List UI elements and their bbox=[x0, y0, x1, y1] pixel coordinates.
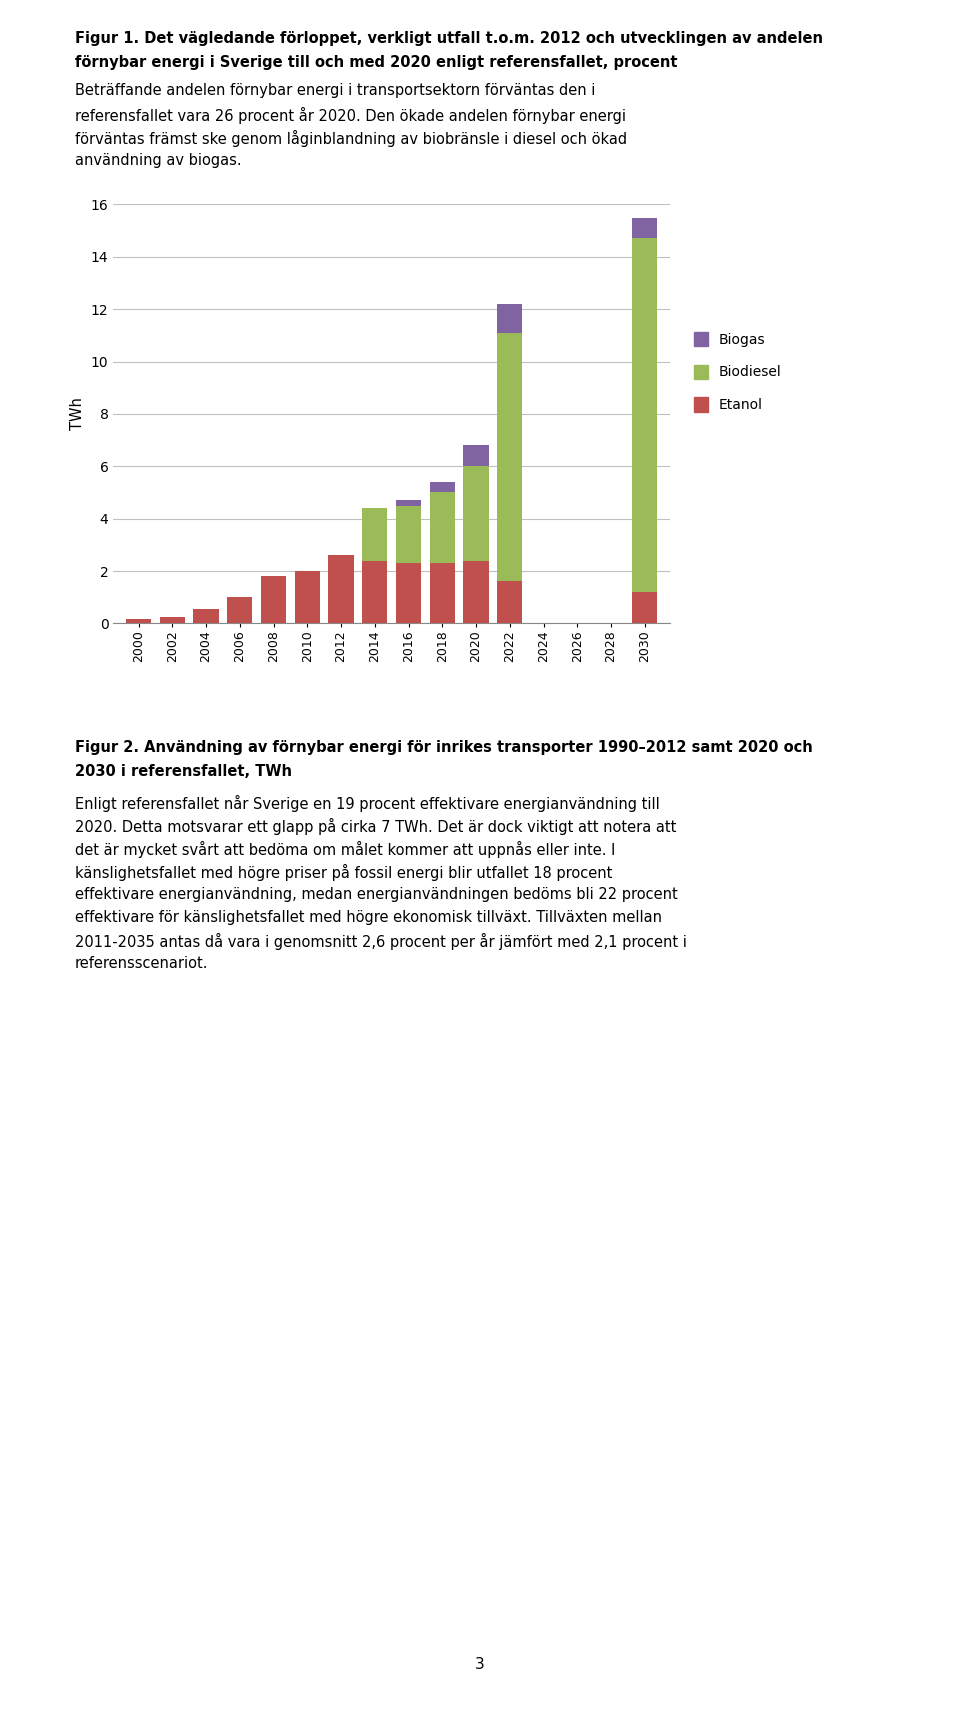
Bar bbox=[632, 592, 658, 624]
Bar bbox=[396, 501, 421, 506]
Bar bbox=[430, 563, 455, 624]
Bar bbox=[362, 508, 388, 561]
Bar bbox=[464, 561, 489, 624]
Bar bbox=[396, 563, 421, 624]
Bar bbox=[632, 238, 658, 592]
Bar bbox=[464, 445, 489, 467]
Bar bbox=[632, 217, 658, 238]
Bar bbox=[497, 581, 522, 624]
Bar bbox=[193, 609, 219, 624]
Legend: Biogas, Biodiesel, Etanol: Biogas, Biodiesel, Etanol bbox=[694, 332, 781, 412]
Text: förväntas främst ske genom låginblandning av biobränsle i diesel och ökad: förväntas främst ske genom låginblandnin… bbox=[75, 130, 627, 147]
Text: känslighetsfallet med högre priser på fossil energi blir utfallet 18 procent: känslighetsfallet med högre priser på fo… bbox=[75, 864, 612, 881]
Text: Figur 2. Användning av förnybar energi för inrikes transporter 1990–2012 samt 20: Figur 2. Användning av förnybar energi f… bbox=[75, 740, 812, 754]
Text: 2020. Detta motsvarar ett glapp på cirka 7 TWh. Det är dock viktigt att notera a: 2020. Detta motsvarar ett glapp på cirka… bbox=[75, 817, 676, 834]
Bar bbox=[362, 561, 388, 624]
Bar bbox=[328, 556, 353, 624]
Bar bbox=[126, 619, 152, 624]
Text: användning av biogas.: användning av biogas. bbox=[75, 152, 242, 168]
Bar bbox=[497, 333, 522, 581]
Text: Enligt referensfallet når Sverige en 19 procent effektivare energianvändning til: Enligt referensfallet når Sverige en 19 … bbox=[75, 795, 660, 812]
Text: referensfallet vara 26 procent år 2020. Den ökade andelen förnybar energi: referensfallet vara 26 procent år 2020. … bbox=[75, 106, 626, 123]
Text: det är mycket svårt att bedöma om målet kommer att uppnås eller inte. I: det är mycket svårt att bedöma om målet … bbox=[75, 841, 615, 858]
Text: 3: 3 bbox=[475, 1657, 485, 1672]
Text: förnybar energi i Sverige till och med 2020 enligt referensfallet, procent: förnybar energi i Sverige till och med 2… bbox=[75, 55, 678, 70]
Bar bbox=[396, 506, 421, 563]
Bar bbox=[295, 571, 320, 624]
Bar bbox=[430, 492, 455, 563]
Text: 2011-2035 antas då vara i genomsnitt 2,6 procent per år jämfört med 2,1 procent : 2011-2035 antas då vara i genomsnitt 2,6… bbox=[75, 934, 686, 951]
Text: Figur 1. Det vägledande förloppet, verkligt utfall t.o.m. 2012 och utvecklingen : Figur 1. Det vägledande förloppet, verkl… bbox=[75, 31, 823, 46]
Y-axis label: TWh: TWh bbox=[70, 397, 85, 431]
Bar bbox=[464, 467, 489, 561]
Text: effektivare för känslighetsfallet med högre ekonomisk tillväxt. Tillväxten mella: effektivare för känslighetsfallet med hö… bbox=[75, 910, 661, 925]
Bar bbox=[228, 597, 252, 624]
Bar bbox=[430, 482, 455, 492]
Text: referensscenariot.: referensscenariot. bbox=[75, 956, 208, 971]
Bar bbox=[261, 576, 286, 624]
Bar bbox=[159, 617, 185, 624]
Text: Beträffande andelen förnybar energi i transportsektorn förväntas den i: Beträffande andelen förnybar energi i tr… bbox=[75, 84, 595, 99]
Text: effektivare energianvändning, medan energianvändningen bedöms bli 22 procent: effektivare energianvändning, medan ener… bbox=[75, 887, 678, 903]
Bar bbox=[497, 304, 522, 333]
Text: 2030 i referensfallet, TWh: 2030 i referensfallet, TWh bbox=[75, 764, 292, 778]
